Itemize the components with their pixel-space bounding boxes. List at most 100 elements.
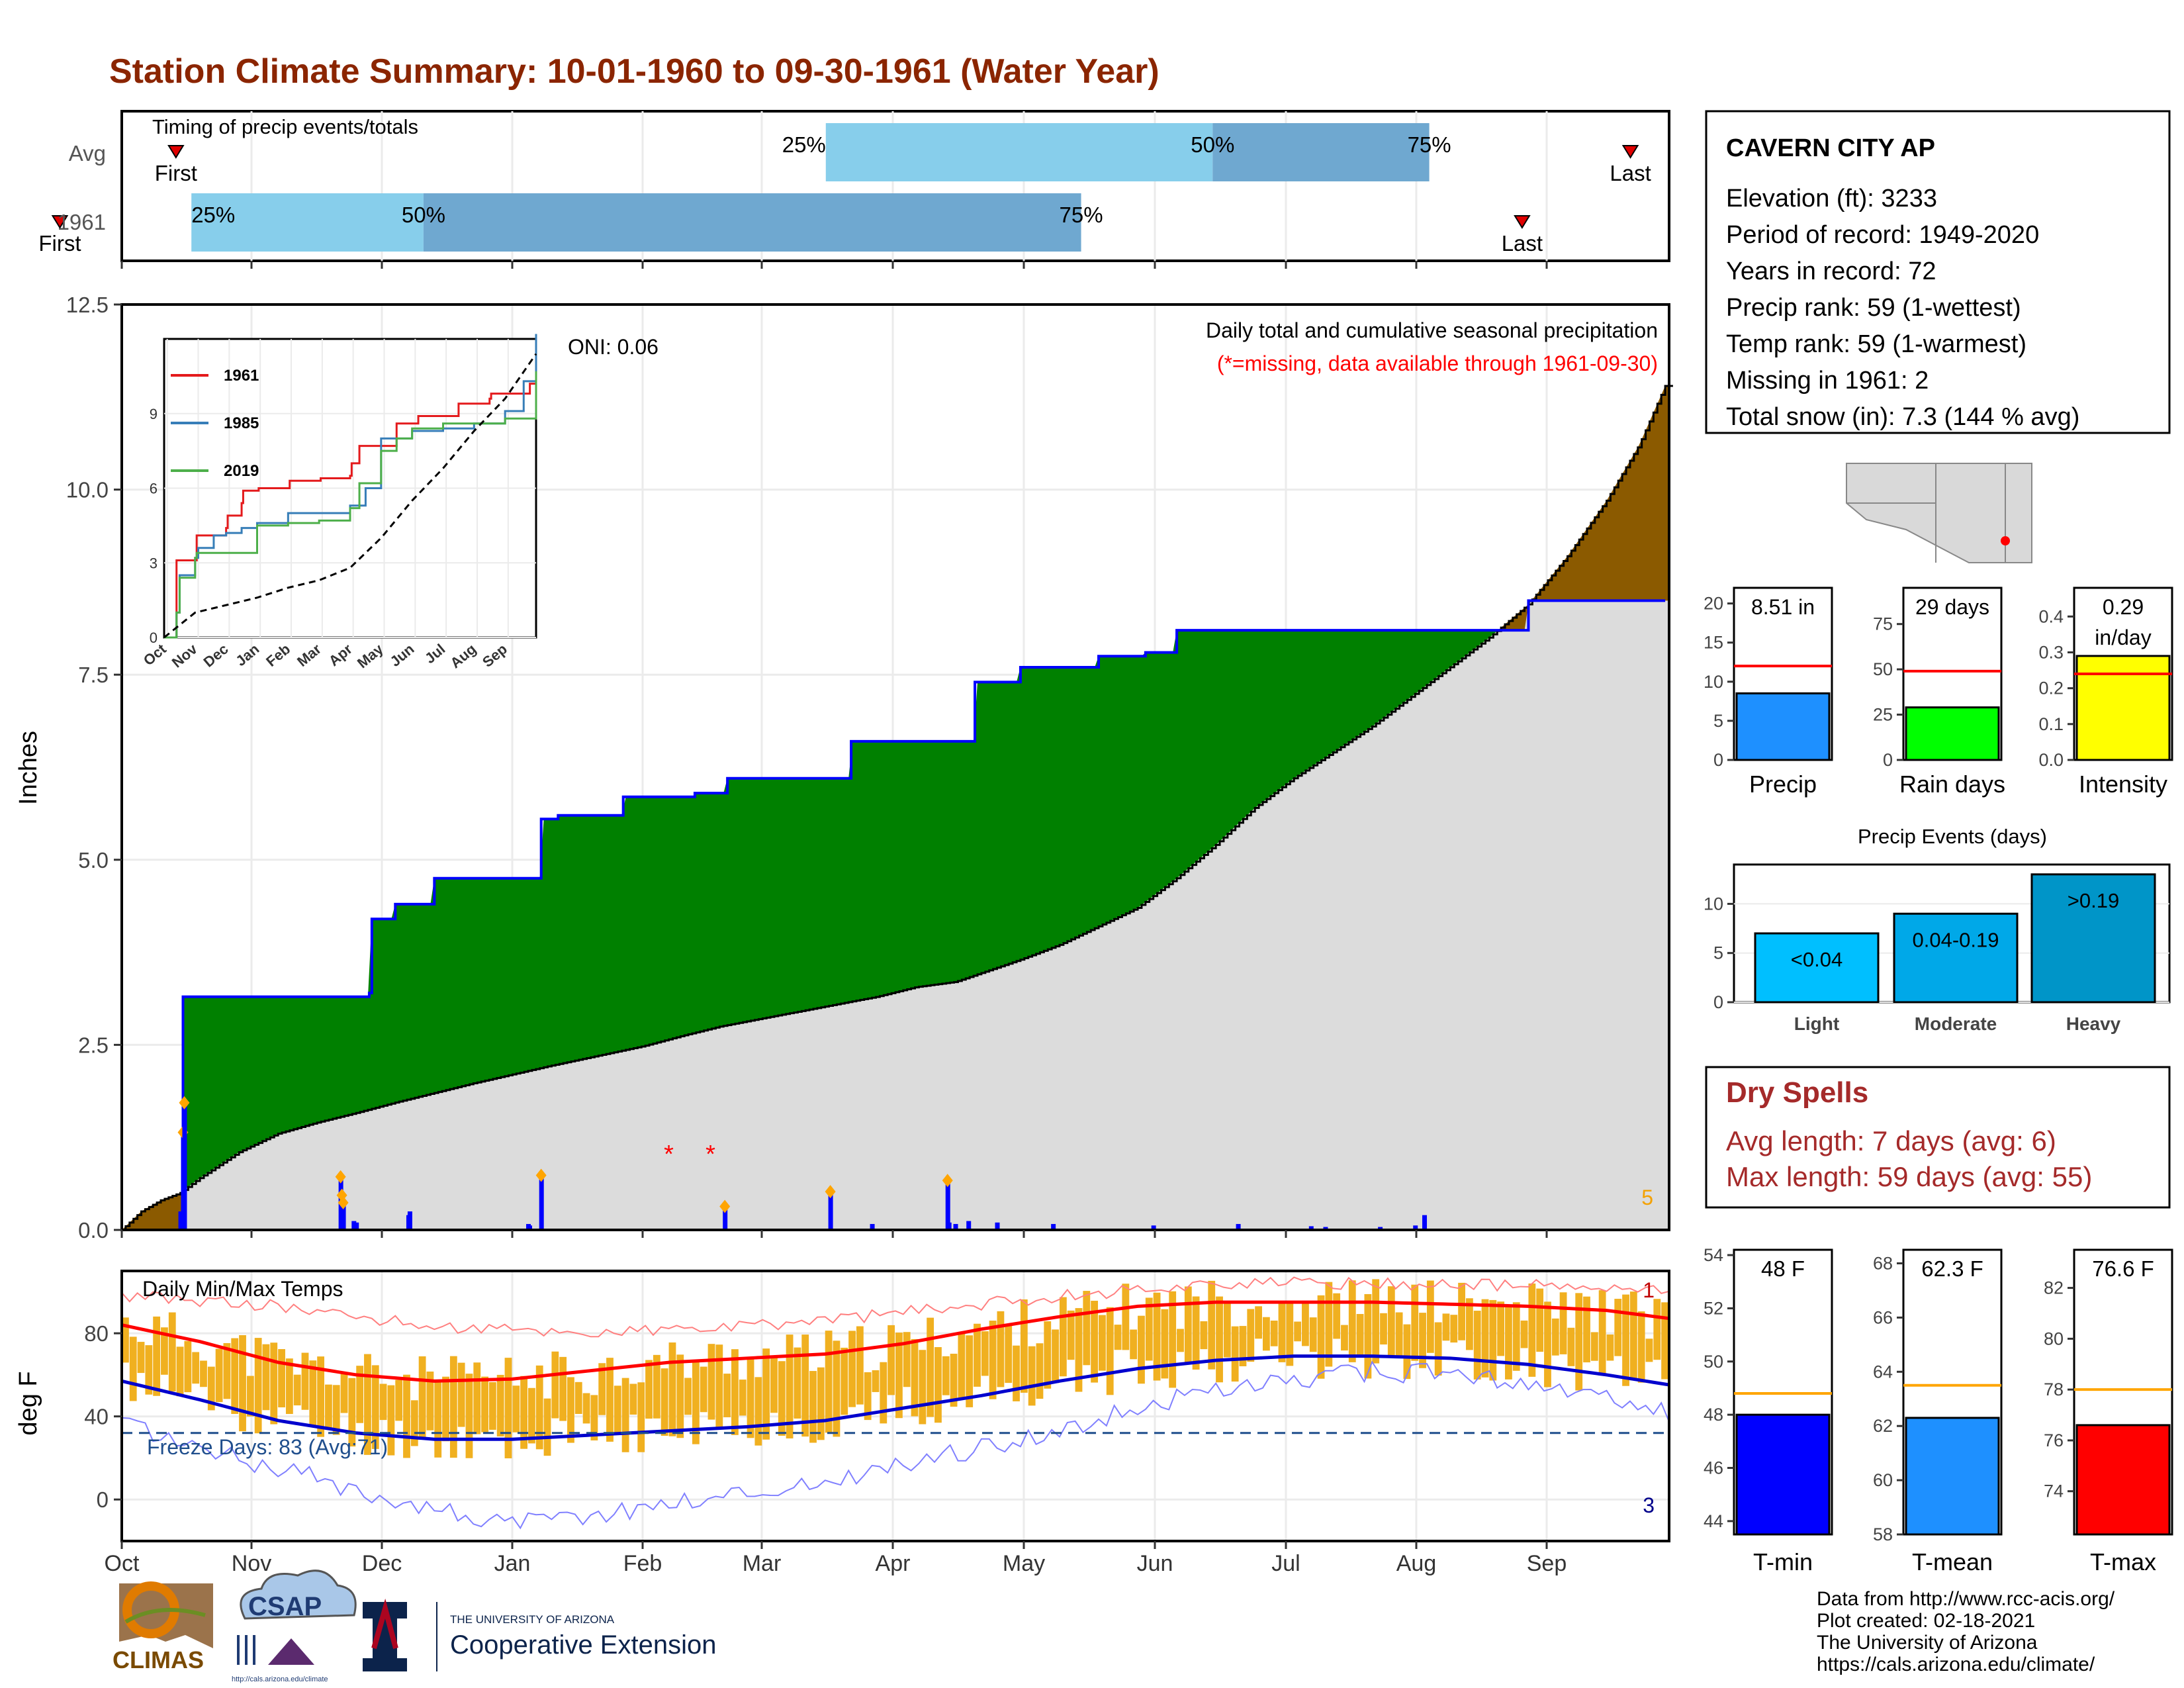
station-line: Period of record: 1949-2020: [1726, 221, 2039, 249]
daily-temp-range-bar: [473, 1362, 481, 1434]
timing-q50-label: 50%: [1191, 132, 1234, 157]
freeze-days-label: Freeze Days: 83 (Avg:71): [147, 1435, 388, 1459]
temp-summary-y-tick-label: 48: [1704, 1405, 1723, 1425]
daily-temp-range-bar: [1629, 1291, 1637, 1381]
daily-temp-range-bar: [1091, 1301, 1099, 1383]
daily-precip-bar: [1051, 1224, 1056, 1230]
temp-ylabel: deg F: [15, 1371, 42, 1435]
temp-summary-y-tick-label: 68: [1873, 1253, 1893, 1273]
dry-spells-title: Dry Spells: [1726, 1076, 1868, 1109]
daily-temp-range-bar: [1161, 1309, 1169, 1379]
daily-temp-range-bar: [161, 1327, 168, 1375]
daily-temp-range-bar: [645, 1360, 653, 1419]
y-tick-label: 12.5: [66, 293, 109, 317]
station-line: Missing in 1961: 2: [1726, 367, 1929, 395]
station-line: Years in record: 72: [1726, 258, 1936, 285]
daily-temp-range-bar: [1302, 1300, 1309, 1346]
events-bar-label: 0.04-0.19: [1913, 928, 1999, 951]
daily-temp-range-bar: [1622, 1294, 1629, 1386]
daily-precip-bar: [178, 1211, 183, 1230]
daily-temp-range-bar: [512, 1385, 520, 1432]
daily-temp-range-bar: [1528, 1283, 1536, 1377]
ua-extension-logo: THE UNIVERSITY OF ARIZONA Cooperative Ex…: [363, 1598, 716, 1671]
daily-temp-range-bar: [621, 1378, 629, 1452]
summary-y-tick-label: 15: [1704, 633, 1723, 653]
temp-summary-y-tick-label: 50: [1704, 1352, 1723, 1372]
inset-legend-label: 1961: [224, 367, 259, 385]
daily-temp-range-bar: [254, 1338, 262, 1434]
station-line: Elevation (ft): 3233: [1726, 185, 1937, 212]
daily-temp-range-bar: [192, 1352, 200, 1384]
month-tick-label: Jan: [494, 1551, 531, 1576]
daily-temp-range-bar: [1067, 1310, 1075, 1360]
daily-temp-range-bar: [997, 1311, 1005, 1387]
daily-temp-range-bar: [754, 1377, 762, 1446]
daily-temp-range-bar: [895, 1333, 903, 1419]
daily-temp-range-bar: [465, 1374, 473, 1458]
summary-y-tick-label: 0.0: [2038, 750, 2064, 770]
daily-temp-range-bar: [1130, 1329, 1138, 1360]
daily-temp-range-bar: [1184, 1286, 1192, 1364]
y-tick-label: 7.5: [78, 663, 109, 687]
daily-temp-range-bar: [1614, 1299, 1622, 1356]
dry-spells-box: Dry Spells Avg length: 7 days (avg: 6) M…: [1705, 1066, 2171, 1209]
month-tick-label: Oct: [105, 1551, 140, 1576]
daily-precip-bar: [407, 1211, 412, 1230]
month-tick-label: Sep: [1527, 1551, 1567, 1576]
daily-temp-range-bar: [410, 1400, 418, 1446]
station-line: Total snow (in): 7.3 (144 % avg): [1726, 403, 2079, 431]
month-tick-label: Jul: [1271, 1551, 1300, 1576]
events-y-tick-label: 10: [1704, 894, 1723, 914]
daily-precip-bar: [354, 1222, 359, 1230]
last-event-marker: [1514, 215, 1531, 229]
daily-temp-range-bar: [950, 1354, 958, 1407]
daily-temp-range-bar: [1653, 1299, 1661, 1360]
daily-temp-range-bar: [911, 1338, 919, 1417]
station-name: CAVERN CITY AP: [1726, 134, 1935, 162]
daily-temp-range-bar: [582, 1393, 590, 1424]
daily-temp-range-bar: [974, 1323, 981, 1387]
events-bar-label: <0.04: [1791, 948, 1843, 971]
summary-category-label: Intensity: [2079, 771, 2167, 798]
daily-temp-range-bar: [153, 1316, 161, 1396]
record-marker: [719, 1199, 731, 1213]
daily-temp-range-bar: [1075, 1308, 1083, 1392]
last-event-label: Last: [1502, 231, 1543, 256]
daily-temp-range-bar: [1637, 1311, 1645, 1383]
locator-map: [1841, 461, 2036, 565]
daily-temp-range-bar: [449, 1356, 457, 1458]
daily-temp-range-bar: [1520, 1320, 1528, 1348]
summary-y-tick-label: 0: [1713, 750, 1723, 770]
daily-temp-range-bar: [551, 1351, 559, 1419]
inset-y-tick-label: 9: [150, 406, 158, 422]
precip-chart-title: Daily total and cumulative seasonal prec…: [1206, 318, 1658, 342]
inset-y-tick-label: 0: [150, 630, 158, 646]
first-event-marker: [167, 145, 185, 159]
daily-temp-range-bar: [676, 1354, 684, 1438]
daily-temp-range-bar: [1551, 1318, 1559, 1356]
average-cumulative-line: [122, 385, 1673, 1231]
daily-temp-range-bar: [700, 1366, 707, 1413]
dry-spells-avg: Avg length: 7 days (avg: 6): [1726, 1125, 2056, 1156]
record-marker: [942, 1174, 953, 1188]
daily-temp-range-bar: [1239, 1326, 1247, 1366]
daily-temp-range-bar: [325, 1384, 332, 1429]
daily-temp-range-bar: [747, 1358, 754, 1438]
temp-summary-y-tick-label: 64: [1873, 1362, 1893, 1382]
temp-summary-y-tick-label: 46: [1704, 1458, 1723, 1478]
events-y-tick-label: 0: [1713, 992, 1723, 1012]
daily-precip-bar: [341, 1203, 346, 1230]
daily-temp-range-bar: [1583, 1296, 1590, 1363]
dry-spells-max: Max length: 59 days (avg: 55): [1726, 1161, 2092, 1192]
daily-temp-range-bar: [1458, 1282, 1465, 1340]
timing-row-avg-label: Avg: [69, 141, 106, 165]
daily-temp-range-bar: [246, 1376, 254, 1417]
footer-credits: Data from http://www.rcc-acis.org/ Plot …: [1817, 1588, 2115, 1675]
daily-temp-range-bar: [1380, 1313, 1387, 1345]
daily-temp-range-bar: [481, 1376, 488, 1432]
timing-q25-q50-bar: [825, 123, 1213, 181]
timing-q50-q75-bar: [1212, 123, 1430, 181]
precip-corner-number: 5: [1641, 1186, 1653, 1209]
daily-temp-range-bar: [574, 1382, 582, 1414]
daily-temp-range-bar: [1403, 1324, 1411, 1380]
